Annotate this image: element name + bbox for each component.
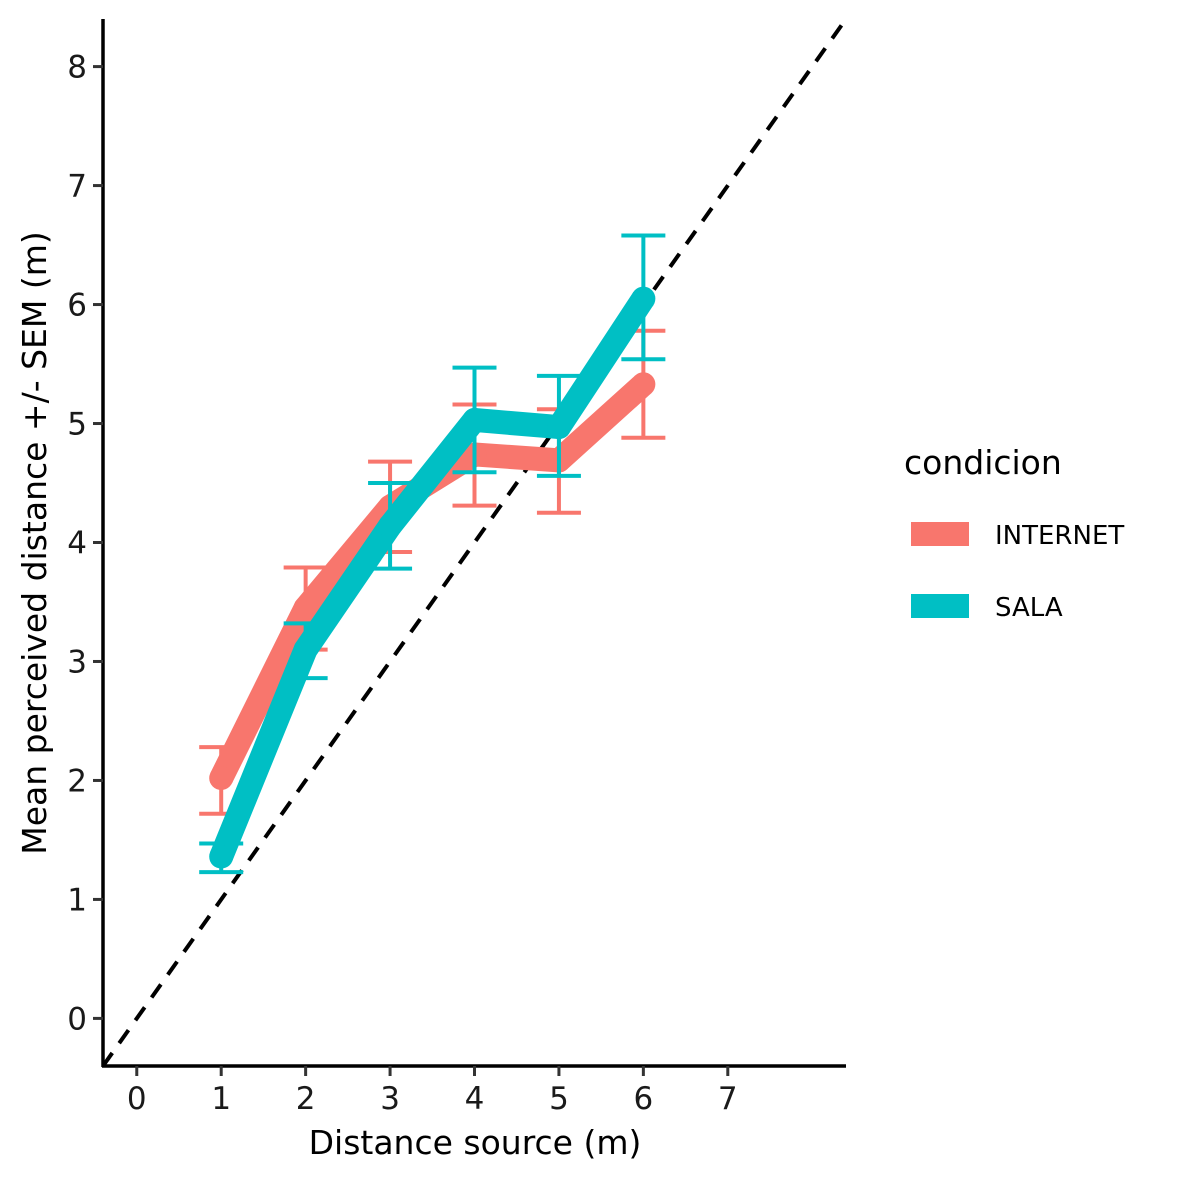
data-point bbox=[293, 637, 318, 662]
data-point bbox=[546, 415, 571, 440]
legend-title: condicion bbox=[904, 443, 1062, 482]
y-tick-label: 2 bbox=[67, 763, 87, 799]
legend-label: INTERNET bbox=[995, 521, 1124, 551]
y-tick-label: 7 bbox=[67, 169, 87, 205]
legend: condicion INTERNET SALA bbox=[904, 443, 1124, 623]
data-point bbox=[209, 766, 234, 791]
data-point bbox=[378, 513, 403, 538]
y-tick-label: 4 bbox=[67, 526, 87, 562]
y-tick-label: 8 bbox=[67, 50, 87, 86]
data-point bbox=[462, 407, 487, 432]
data-point bbox=[631, 286, 656, 311]
x-tick-label: 0 bbox=[127, 1081, 147, 1117]
x-tick-label: 3 bbox=[380, 1081, 400, 1117]
data-point bbox=[293, 595, 318, 620]
x-tick-label: 6 bbox=[633, 1081, 653, 1117]
y-tick-label: 3 bbox=[67, 644, 87, 680]
series-layer bbox=[199, 233, 666, 875]
x-tick-label: 1 bbox=[211, 1081, 231, 1117]
series-sala bbox=[199, 233, 666, 875]
legend-item-internet: INTERNET bbox=[911, 521, 1124, 551]
x-tick-label: 5 bbox=[549, 1081, 569, 1117]
y-axis-title: Mean perceived distance +/- SEM (m) bbox=[15, 231, 54, 855]
y-tick-label: 5 bbox=[67, 407, 87, 443]
reference-identity-line bbox=[101, 17, 848, 1068]
reference-line-layer bbox=[101, 17, 848, 1068]
legend-label: SALA bbox=[995, 593, 1063, 623]
legend-items: INTERNET SALA bbox=[911, 521, 1124, 623]
x-axis-title: Distance source (m) bbox=[309, 1123, 642, 1162]
y-tick-label: 1 bbox=[67, 882, 87, 918]
data-point bbox=[209, 844, 234, 869]
x-tick-label: 4 bbox=[465, 1081, 485, 1117]
series-line bbox=[210, 292, 654, 862]
x-tick-label: 2 bbox=[296, 1081, 316, 1117]
axes-layer: 0 1 2 3 4 5 6 7 0 1 2 3 4 5 6 7 8 bbox=[67, 19, 846, 1117]
data-point bbox=[631, 372, 656, 397]
x-tick-label: 7 bbox=[718, 1081, 738, 1117]
legend-item-sala: SALA bbox=[911, 593, 1063, 623]
y-tick-label: 0 bbox=[67, 1001, 87, 1037]
y-tick-label: 6 bbox=[67, 288, 87, 324]
